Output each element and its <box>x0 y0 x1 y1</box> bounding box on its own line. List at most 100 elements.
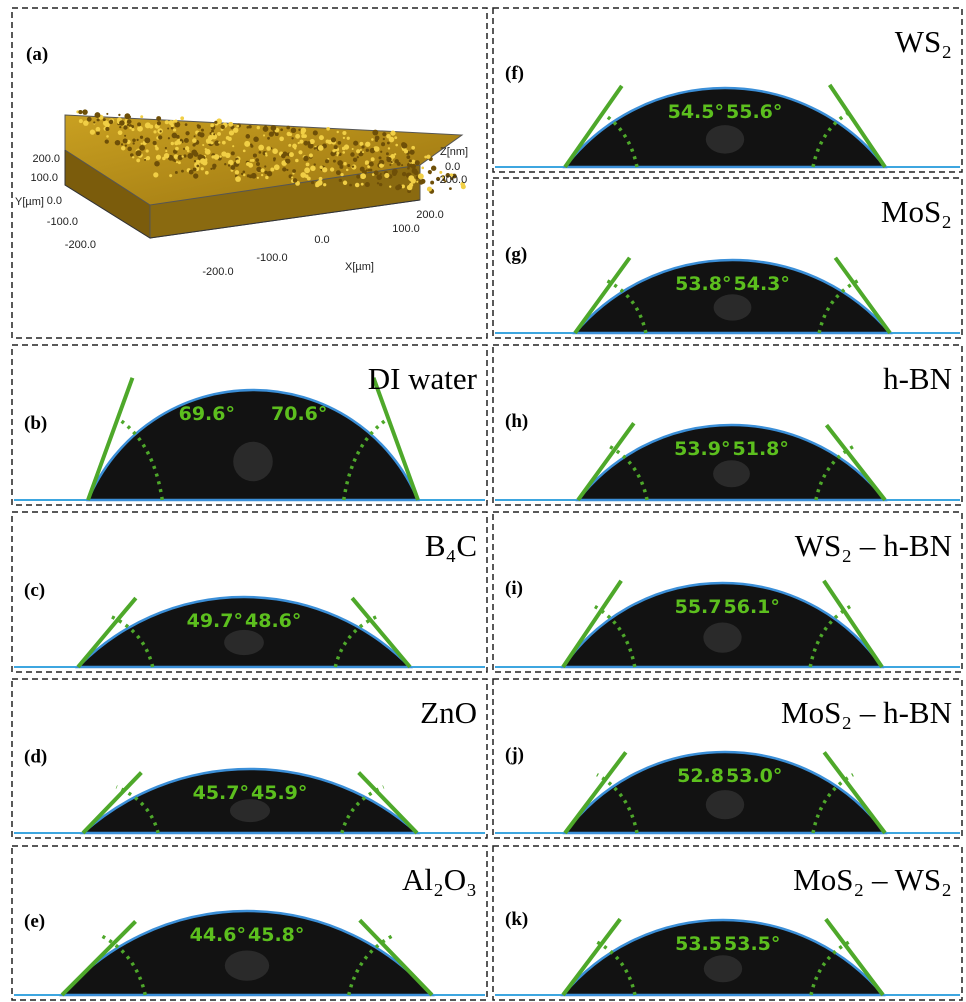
angle-arc <box>115 785 160 834</box>
surface-texture <box>401 164 404 167</box>
surface-texture <box>441 174 445 179</box>
surface-texture <box>272 148 278 154</box>
surface-texture <box>325 139 330 144</box>
surface-texture <box>149 124 154 129</box>
surface-texture <box>136 138 139 142</box>
surface-texture <box>367 165 371 169</box>
surface-texture <box>289 133 293 136</box>
surface-texture <box>170 126 174 130</box>
surface-texture <box>240 172 244 176</box>
surface-texture <box>424 155 428 159</box>
panel-title: MoS₂ – WS₂ <box>793 862 952 897</box>
surface-texture <box>374 138 379 142</box>
panel-label: (j) <box>505 745 524 766</box>
surface-texture <box>371 138 374 141</box>
surface-texture <box>449 173 454 177</box>
surface-texture <box>292 178 298 183</box>
angle-arc <box>817 278 860 334</box>
panel-label: (h) <box>505 411 528 432</box>
surface-texture <box>342 151 346 154</box>
reflection <box>713 460 750 488</box>
surface-texture <box>104 122 110 128</box>
surface-texture <box>144 158 147 161</box>
surface-texture <box>124 134 127 137</box>
surface-texture <box>430 180 435 185</box>
axis-tick-label: 0.0 <box>314 234 329 246</box>
surface-texture <box>217 131 221 136</box>
angle-arc <box>605 278 648 334</box>
surface-texture <box>227 164 231 167</box>
surface-texture <box>365 169 368 172</box>
surface-texture <box>185 146 190 151</box>
surface-texture <box>335 170 341 176</box>
panel-title: MoS₂ <box>881 194 952 229</box>
surface-texture <box>401 142 408 149</box>
surface-texture <box>295 158 299 163</box>
surface-texture <box>181 155 184 158</box>
surface-texture <box>356 174 361 179</box>
surface-texture <box>144 137 151 144</box>
surface-texture <box>380 150 383 153</box>
surface-texture <box>267 136 270 140</box>
surface-texture <box>106 135 109 138</box>
surface-texture <box>213 133 216 136</box>
surface-texture <box>351 165 355 168</box>
surface-texture <box>193 135 196 138</box>
surface-texture <box>332 159 336 163</box>
surface-texture <box>290 127 297 134</box>
surface-texture <box>214 140 220 146</box>
surface-texture <box>118 113 121 117</box>
surface-texture <box>184 123 188 126</box>
surface-texture <box>155 146 159 151</box>
surface-texture <box>78 119 83 124</box>
surface-texture <box>411 145 416 150</box>
surface-texture <box>211 129 214 133</box>
panel: 54.5° 55.6° WS₂ (f) <box>492 7 963 173</box>
surface-texture <box>373 170 379 176</box>
surface-texture <box>139 135 144 139</box>
surface-texture <box>174 121 181 128</box>
surface-texture <box>177 154 183 161</box>
surface-texture <box>307 142 314 149</box>
surface-texture <box>356 149 361 154</box>
surface-texture <box>172 128 177 132</box>
angle-arc <box>333 615 378 668</box>
surface-texture <box>140 142 143 145</box>
surface-texture <box>105 126 110 131</box>
surface-texture <box>202 143 205 147</box>
surface-texture <box>255 161 260 166</box>
panel-label: (a) <box>26 44 48 65</box>
surface-texture <box>449 187 452 190</box>
surface-texture <box>258 144 265 151</box>
surface-texture <box>132 142 135 145</box>
surface-texture <box>214 120 218 124</box>
reflection <box>224 950 270 981</box>
surface-texture <box>228 130 235 136</box>
surface-texture <box>444 180 447 183</box>
surface-texture <box>126 123 130 127</box>
surface-texture <box>192 138 197 143</box>
surface-texture <box>292 143 297 149</box>
surface-texture <box>285 158 291 164</box>
surface-texture <box>297 141 300 145</box>
surface-texture <box>218 141 221 144</box>
surface-texture <box>256 166 262 173</box>
surface-texture <box>234 170 240 175</box>
axis-tick-label: -100.0 <box>47 216 78 228</box>
surface-texture <box>389 185 392 188</box>
surface-texture <box>410 159 416 165</box>
surface-texture <box>172 149 178 154</box>
surface-texture <box>350 152 355 157</box>
surface-texture <box>196 164 200 168</box>
surface-texture <box>450 177 454 181</box>
surface-texture <box>280 128 283 132</box>
surface-texture <box>359 148 362 151</box>
surface-texture <box>124 144 128 147</box>
contact-angle-right: 53.0° <box>726 765 782 787</box>
panel-title: h-BN <box>883 361 952 396</box>
surface-texture <box>304 167 311 174</box>
panel-label: (d) <box>24 747 47 768</box>
axis-title: Y[µm] <box>15 196 44 208</box>
surface-texture <box>378 163 384 168</box>
surface-texture <box>418 179 424 185</box>
